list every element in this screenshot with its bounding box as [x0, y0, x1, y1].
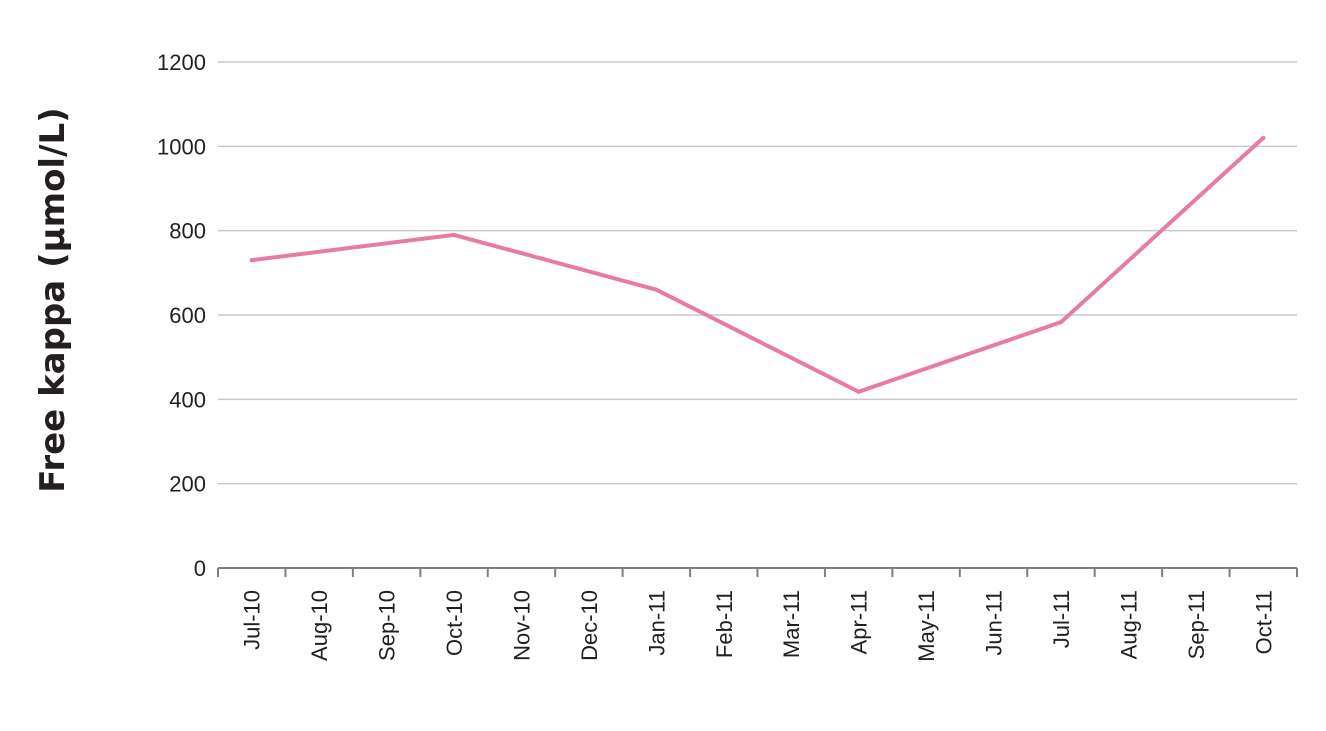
x-tick-label: Jan-11	[644, 590, 669, 656]
axes	[217, 567, 1298, 577]
x-tick-label: Nov-10	[509, 590, 534, 661]
y-tick-label: 800	[169, 219, 206, 244]
y-tick-label: 200	[169, 472, 206, 497]
x-tick-labels: Jul-10 Aug-10 Sep-10 Oct-10 Nov-10 Dec-10 Jan-…	[240, 590, 1277, 662]
x-tick-label: Sep-11	[1184, 590, 1209, 659]
x-tick-label: Oct-10	[442, 590, 467, 656]
x-tick-label: Mar-11	[779, 590, 804, 658]
grid-lines	[218, 61, 1297, 485]
y-tick-labels: 0 200 400 600 800 1000 1200	[157, 50, 206, 581]
data-point	[1058, 320, 1063, 325]
y-tick-label: 1200	[157, 50, 206, 75]
x-tick-label: Dec-10	[577, 590, 602, 661]
x-tick-label: May-11	[914, 590, 939, 662]
x-tick-label: Jun-11	[982, 590, 1007, 656]
data-point	[1261, 135, 1266, 140]
y-tick-label: 600	[169, 303, 206, 328]
x-tick-label: Aug-11	[1116, 590, 1141, 659]
series-line	[249, 135, 1266, 394]
data-point	[452, 232, 457, 237]
x-tick-label: Jul-10	[240, 590, 265, 650]
data-point	[856, 389, 861, 394]
x-tick-label: Sep-10	[375, 590, 400, 661]
y-tick-label: 400	[169, 387, 206, 412]
y-tick-label: 1000	[157, 134, 206, 159]
x-tick-label: Feb-11	[712, 590, 737, 658]
y-axis-label: Free kappa (µmol/L)	[33, 107, 73, 492]
series-free-kappa	[249, 135, 1266, 394]
y-tick-label: 0	[194, 556, 206, 581]
x-tick-label: Apr-11	[847, 590, 872, 654]
data-point	[654, 287, 659, 292]
x-tick-label: Jul-11	[1049, 590, 1074, 648]
x-tick-label: Aug-10	[307, 590, 332, 661]
data-point	[249, 258, 254, 263]
x-tick-label: Oct-11	[1251, 590, 1276, 654]
